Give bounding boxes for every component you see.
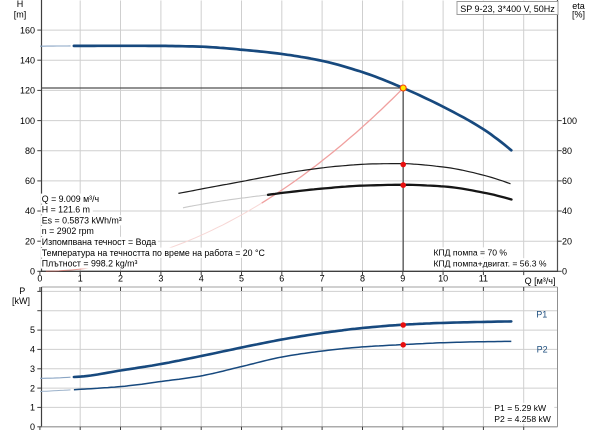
- svg-text:120: 120: [20, 86, 35, 96]
- svg-text:60: 60: [562, 176, 572, 186]
- svg-text:2: 2: [30, 383, 35, 393]
- svg-text:3: 3: [30, 364, 35, 374]
- svg-text:2: 2: [118, 274, 123, 284]
- svg-text:Q = 9.009 м³/ч: Q = 9.009 м³/ч: [42, 194, 99, 204]
- svg-text:P1: P1: [536, 310, 547, 320]
- svg-text:[m]: [m]: [14, 9, 27, 19]
- svg-text:[%]: [%]: [572, 9, 585, 19]
- svg-text:1: 1: [78, 274, 83, 284]
- svg-text:8: 8: [360, 274, 365, 284]
- svg-text:H = 121.6 m: H = 121.6 m: [42, 205, 90, 215]
- svg-text:0: 0: [37, 274, 42, 284]
- svg-text:Плътност = 998.2 kg/m³: Плътност = 998.2 kg/m³: [42, 259, 138, 269]
- svg-text:3: 3: [158, 274, 163, 284]
- svg-text:КПД помпа = 70 %: КПД помпа = 70 %: [434, 248, 508, 258]
- svg-text:1: 1: [30, 403, 35, 413]
- svg-text:6: 6: [279, 274, 284, 284]
- svg-text:4: 4: [199, 274, 204, 284]
- svg-text:КПД помпа+двигат. = 56.3 %: КПД помпа+двигат. = 56.3 %: [434, 258, 547, 268]
- svg-text:H: H: [17, 0, 24, 9]
- svg-text:P2: P2: [537, 344, 548, 354]
- svg-text:20: 20: [562, 236, 572, 246]
- svg-text:40: 40: [25, 206, 35, 216]
- svg-text:Es = 0.5873 kWh/m³: Es = 0.5873 kWh/m³: [42, 215, 122, 225]
- svg-text:100: 100: [562, 116, 577, 126]
- svg-text:n = 2902 rpm: n = 2902 rpm: [42, 226, 94, 236]
- svg-text:20: 20: [25, 236, 35, 246]
- svg-text:Температура на течността по вр: Температура на течността по време на раб…: [42, 248, 266, 258]
- svg-text:140: 140: [20, 56, 35, 66]
- svg-text:9: 9: [400, 274, 405, 284]
- svg-text:P: P: [19, 286, 25, 296]
- svg-text:Изпомпвана течност = Вода: Изпомпвана течност = Вода: [42, 237, 157, 247]
- svg-text:100: 100: [20, 116, 35, 126]
- svg-text:5: 5: [30, 325, 35, 335]
- svg-text:[kW]: [kW]: [12, 296, 30, 306]
- svg-text:60: 60: [25, 176, 35, 186]
- svg-text:0: 0: [30, 422, 35, 432]
- svg-text:80: 80: [562, 146, 572, 156]
- svg-text:eta: eta: [572, 1, 585, 11]
- svg-text:11: 11: [479, 274, 488, 284]
- svg-text:160: 160: [20, 25, 35, 35]
- svg-text:P1 = 5.29 kW: P1 = 5.29 kW: [494, 403, 547, 413]
- svg-text:0: 0: [30, 267, 35, 277]
- svg-text:4: 4: [30, 345, 35, 355]
- svg-text:80: 80: [25, 146, 35, 156]
- svg-text:P2 = 4.258 kW: P2 = 4.258 kW: [494, 414, 551, 424]
- svg-text:5: 5: [239, 274, 244, 284]
- svg-text:10: 10: [438, 274, 448, 284]
- svg-text:Q [м³/ч]: Q [м³/ч]: [525, 276, 556, 286]
- svg-text:7: 7: [320, 274, 325, 284]
- svg-text:0: 0: [562, 267, 567, 277]
- svg-text:SP 9-23, 3*400 V, 50Hz: SP 9-23, 3*400 V, 50Hz: [460, 4, 555, 14]
- svg-text:40: 40: [562, 206, 572, 216]
